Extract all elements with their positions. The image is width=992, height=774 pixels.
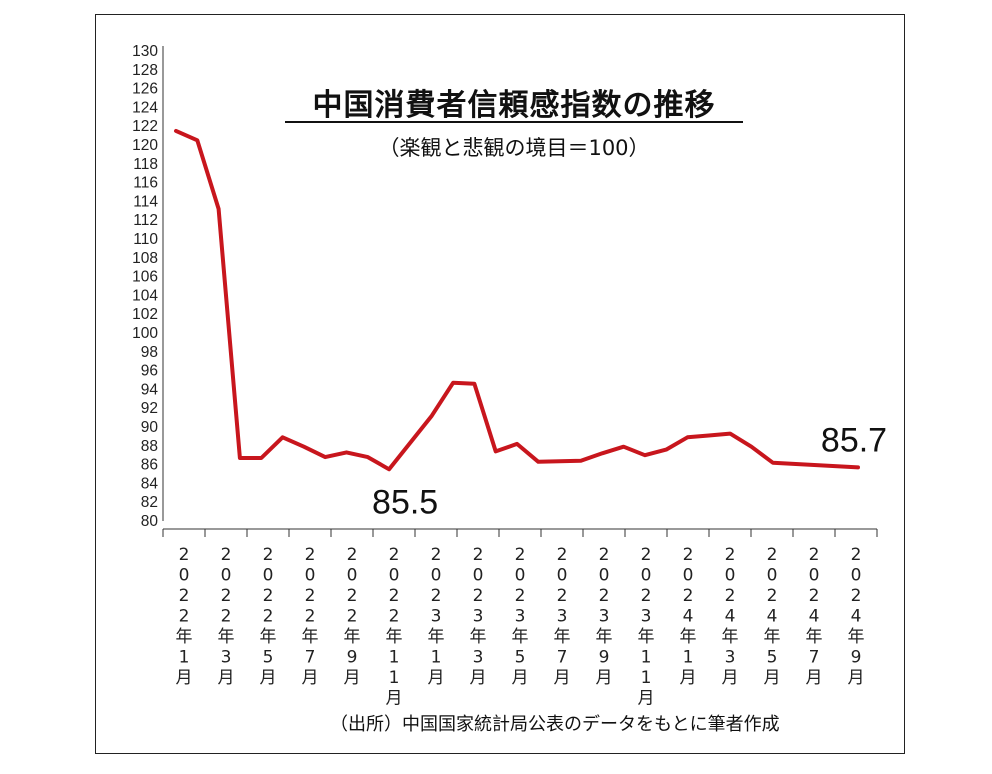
y-tick-label: 112 [133, 212, 158, 229]
chart-title: 中国消費者信頼感指数の推移 [312, 88, 716, 123]
y-tick-label: 114 [133, 193, 158, 210]
y-tick-label: 120 [132, 137, 158, 154]
series-line [174, 128, 860, 472]
y-tick-label: 124 [132, 99, 158, 116]
title-underline [285, 121, 743, 123]
y-tick-label: 128 [132, 62, 158, 79]
y-tick-label: 122 [132, 118, 158, 135]
y-tick-label: 82 [141, 494, 158, 511]
y-tick-label: 106 [132, 269, 158, 286]
y-tick-label: 92 [141, 400, 158, 417]
y-tick-label: 84 [141, 475, 159, 492]
y-tick-label: 108 [132, 250, 158, 267]
y-tick-label: 126 [132, 81, 158, 98]
x-axis: 2 0 2 2 年 1 月 2 0 2 2 年 3 月 2 0 2 2 年 5 月 2 0 2 2 年 7 月 2 0 2 2 年 9 月 2 0 2 2 年… [162, 528, 878, 709]
data-label: 85.5 [372, 483, 438, 521]
y-tick-label: 116 [133, 175, 158, 192]
y-tick-label: 130 [132, 43, 158, 60]
source-note: （出所）中国国家統計局公表のデータをもとに筆者作成 [330, 714, 780, 735]
y-tick-label: 80 [141, 513, 159, 530]
y-tick-label: 102 [132, 306, 158, 323]
y-tick-label: 110 [133, 231, 158, 248]
y-tick-label: 98 [141, 344, 158, 361]
y-tick-label: 94 [141, 381, 159, 398]
y-tick-label: 88 [141, 438, 158, 455]
y-tick-label: 104 [132, 287, 158, 304]
data-label: 85.7 [821, 421, 887, 459]
chart-subtitle: （楽観と悲観の境目＝100） [378, 136, 650, 160]
y-tick-label: 96 [141, 363, 158, 380]
y-tick-label: 100 [132, 325, 158, 342]
y-tick-label: 90 [141, 419, 159, 436]
chart-frame [95, 14, 905, 754]
y-tick-label: 86 [141, 457, 158, 474]
y-tick-label: 118 [133, 156, 158, 173]
series-layer [174, 128, 860, 472]
annotation-layer: 85.5 85.7 [372, 421, 887, 521]
